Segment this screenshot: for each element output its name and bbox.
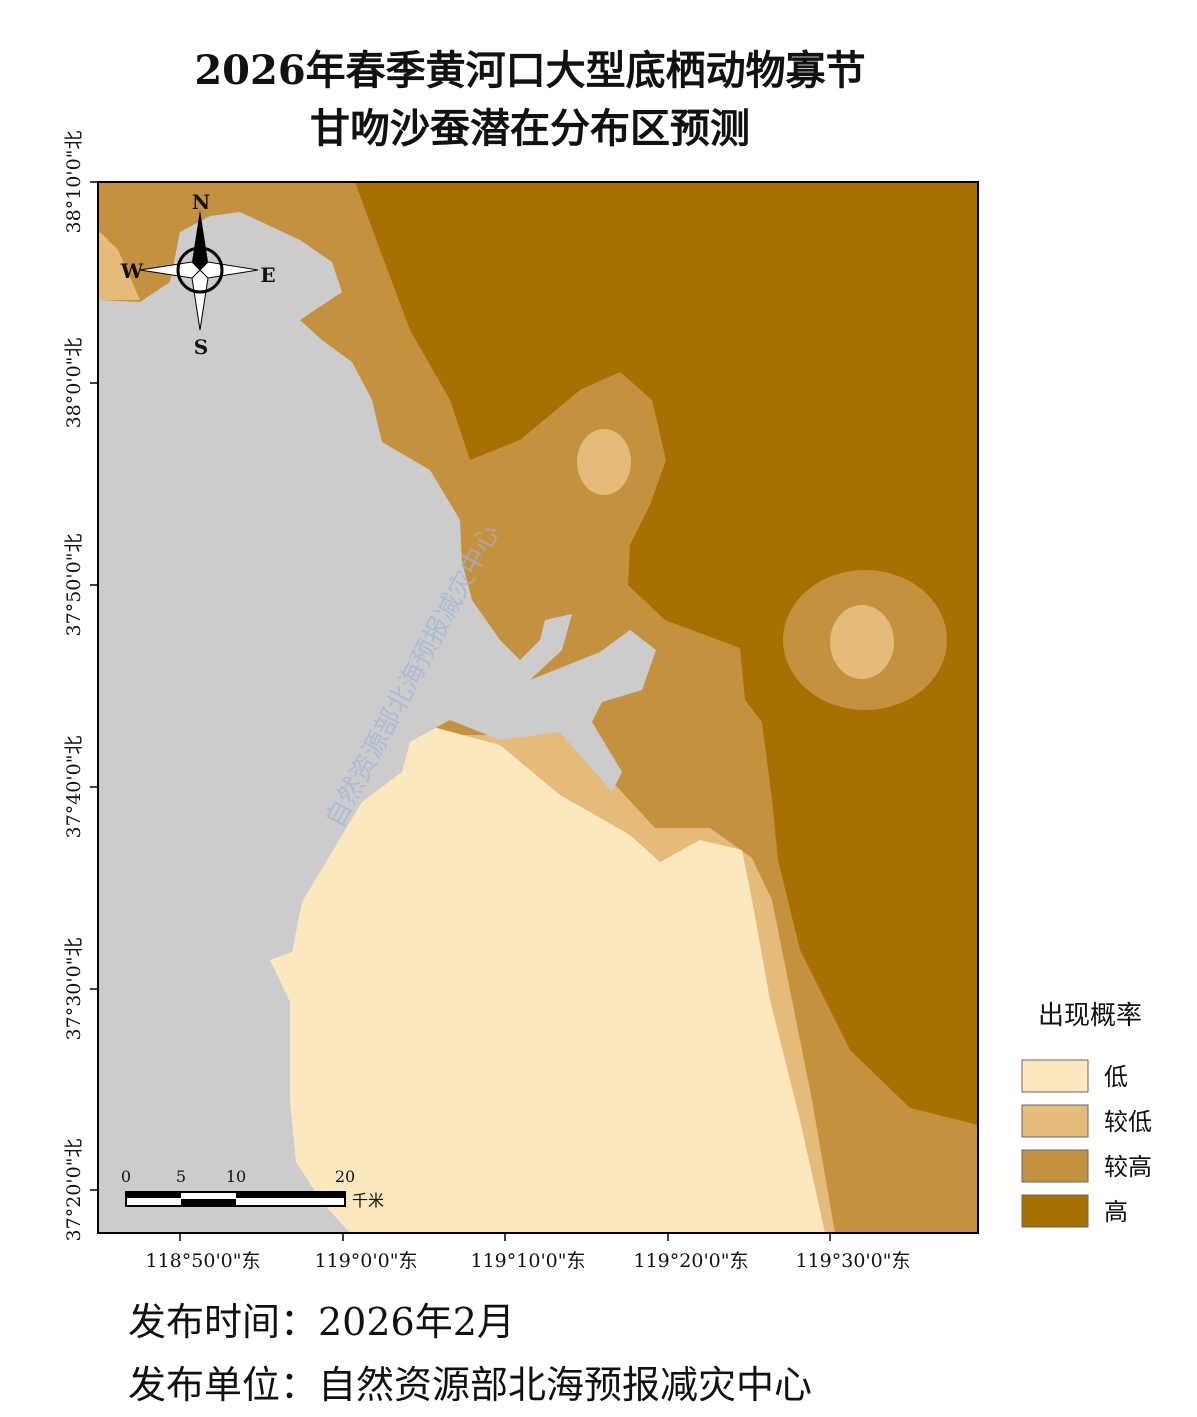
lon-label: 118°50'0"东 bbox=[146, 1250, 261, 1272]
zone-mid-low bbox=[98, 230, 140, 300]
compass-label: W bbox=[120, 259, 144, 283]
zone-mid-low bbox=[830, 605, 894, 679]
zone-mid-low bbox=[577, 429, 631, 495]
legend-swatch bbox=[1021, 1194, 1089, 1228]
compass: N S W E bbox=[120, 190, 276, 359]
lat-label: 37°50'0"北 bbox=[63, 534, 85, 637]
legend-swatch bbox=[1021, 1059, 1089, 1093]
legend-swatch bbox=[1021, 1104, 1089, 1138]
compass-label: N bbox=[192, 190, 210, 214]
legend-label: 高 bbox=[1104, 1198, 1128, 1226]
scale-label: 5 bbox=[176, 1167, 186, 1186]
title-line: 甘吻沙蚕潜在分布区预测 bbox=[310, 105, 750, 152]
legend-label: 较高 bbox=[1104, 1153, 1152, 1181]
lon-label: 119°20'0"东 bbox=[634, 1250, 749, 1272]
land bbox=[98, 212, 656, 1233]
scale-unit: 千米 bbox=[352, 1191, 384, 1210]
lon-label: 119°0'0"东 bbox=[315, 1250, 418, 1272]
map-body bbox=[98, 182, 978, 1233]
scale-bar: 千米 bbox=[125, 1191, 384, 1210]
compass-label: S bbox=[194, 335, 208, 359]
legend-swatch bbox=[1021, 1149, 1089, 1183]
lon-label: 119°10'0"东 bbox=[471, 1250, 586, 1272]
lat-label: 37°20'0"北 bbox=[63, 1139, 85, 1242]
scale-label: 10 bbox=[226, 1167, 246, 1186]
scale-label: 0 bbox=[121, 1167, 131, 1186]
lat-label: 37°40'0"北 bbox=[63, 736, 85, 839]
legend-title: 出现概率 bbox=[1038, 1001, 1142, 1031]
footer-time: 发布时间：2026年2月 bbox=[128, 1300, 515, 1344]
lat-label: 38°10'0"北 bbox=[63, 131, 85, 234]
lat-label: 37°30'0"北 bbox=[63, 938, 85, 1041]
legend-label: 较低 bbox=[1104, 1108, 1152, 1136]
lat-label: 38°0'0"北 bbox=[63, 338, 85, 429]
compass-label: E bbox=[260, 263, 275, 287]
title-line: 2026年春季黄河口大型底栖动物寡节 bbox=[194, 47, 865, 94]
scale-label: 20 bbox=[335, 1167, 355, 1186]
footer-publisher: 发布单位：自然资源部北海预报减灾中心 bbox=[128, 1363, 812, 1407]
legend-label: 低 bbox=[1104, 1063, 1128, 1091]
map-frame bbox=[97, 181, 979, 1234]
lon-label: 119°30'0"东 bbox=[796, 1250, 911, 1272]
